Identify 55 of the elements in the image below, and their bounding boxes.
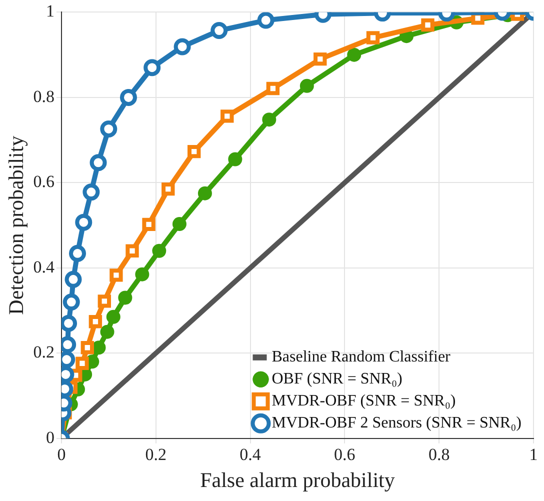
point: [198, 186, 212, 200]
point: [266, 82, 280, 96]
point: [64, 270, 82, 288]
point: [135, 267, 150, 282]
point: [100, 324, 114, 339]
point: [220, 110, 234, 123]
point: [188, 144, 201, 158]
legend-label: MVDR-OBF (SNR = SNR₀): [272, 392, 456, 410]
point: [142, 218, 156, 232]
y-tick-label: 0: [46, 428, 54, 447]
point: [347, 48, 362, 62]
point: [88, 315, 102, 328]
point: [421, 18, 434, 32]
x-tick-label: 1: [529, 445, 538, 464]
legend-label: Baseline Random Classifier: [272, 348, 452, 366]
x-axis-title: False alarm probability: [200, 468, 396, 492]
point: [76, 356, 89, 370]
point: [80, 341, 94, 354]
point: [174, 38, 191, 56]
point: [144, 59, 161, 76]
y-tick-label: 0.6: [33, 172, 54, 192]
y-tick-label: 0.2: [33, 342, 54, 362]
x-tick-label: 0.6: [334, 445, 356, 464]
point: [120, 88, 137, 106]
point: [61, 314, 78, 332]
point: [210, 22, 228, 40]
point: [90, 154, 107, 172]
point: [314, 52, 327, 66]
x-tick-label: 0.4: [240, 445, 262, 464]
point: [262, 112, 276, 127]
point: [82, 184, 100, 201]
point: [366, 31, 380, 44]
point: [100, 120, 118, 138]
point: [162, 182, 175, 196]
x-tick-label: 0.8: [428, 445, 450, 464]
y-axis-title: Detection probability: [4, 135, 28, 315]
point: [172, 217, 186, 232]
point: [126, 244, 139, 258]
point: [152, 244, 166, 258]
point: [300, 78, 314, 93]
point: [257, 12, 274, 29]
point: [106, 310, 120, 324]
x-tick-label: 0.2: [145, 445, 166, 464]
point: [228, 152, 242, 166]
y-tick-label: 0.8: [33, 86, 54, 106]
point: [75, 214, 92, 231]
y-tick-label: 1: [46, 2, 54, 21]
point: [98, 294, 112, 308]
legend-label: MVDR-OBF 2 Sensors (SNR = SNR₀): [272, 414, 522, 432]
point: [69, 244, 86, 262]
point: [62, 294, 80, 311]
point: [118, 290, 132, 305]
point: [110, 268, 123, 282]
y-tick-label: 0.4: [33, 257, 55, 276]
legend-label: OBF (SNR = SNR₀): [272, 370, 402, 388]
